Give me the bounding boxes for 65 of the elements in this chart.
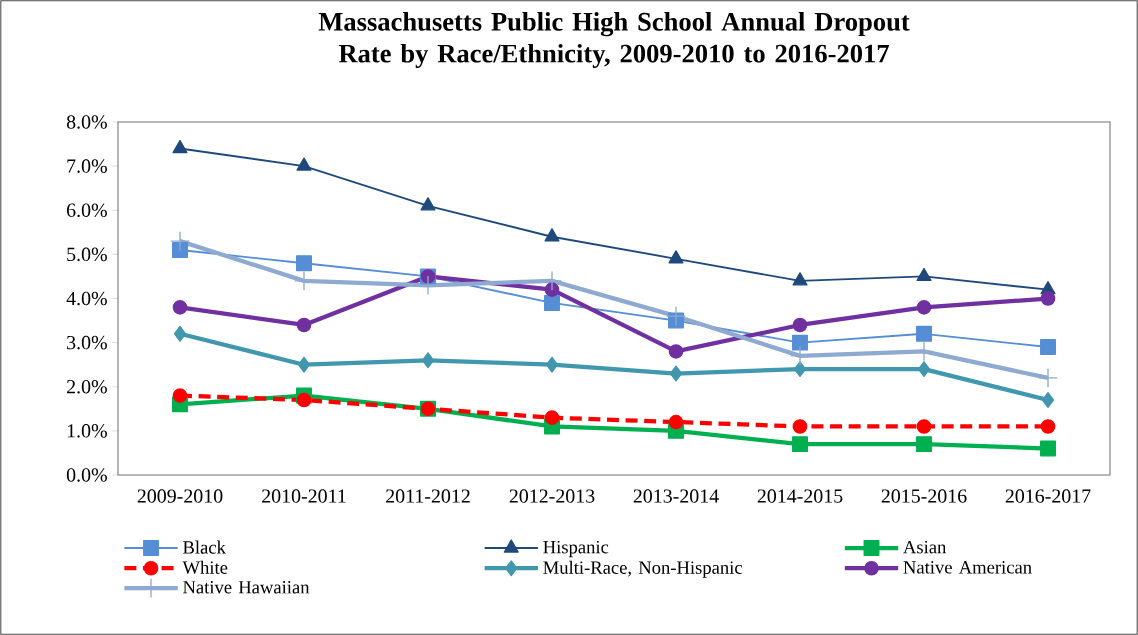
legend-label: White — [182, 560, 228, 574]
point — [666, 306, 686, 327]
point — [296, 392, 312, 408]
point — [172, 388, 188, 403]
point — [1038, 367, 1058, 388]
x-tick-label: 2010-2011 — [262, 489, 346, 503]
legend-label: Hispanic — [543, 540, 609, 558]
point — [545, 356, 559, 373]
point — [296, 317, 312, 333]
point — [1040, 291, 1056, 306]
legend-label: Black — [183, 540, 226, 554]
point — [172, 139, 188, 154]
point — [296, 255, 312, 272]
chart-title: Massachusetts Public High School Annual Dropout Rate by Race/Ethnicity, 2009-2010 to 2016-2017 — [318, 12, 910, 69]
point — [792, 272, 808, 286]
y-tick-label: 3.0% — [67, 335, 107, 350]
point — [173, 325, 187, 342]
point — [296, 157, 312, 171]
y-tick-label: 4.0% — [66, 291, 107, 306]
x-tick-label: 2012-2013 — [509, 489, 595, 503]
point — [1040, 440, 1056, 457]
point — [917, 361, 931, 378]
point — [1041, 392, 1055, 408]
point — [544, 228, 560, 242]
legend-label: Multi-Race, Non-Hispanic — [543, 560, 743, 578]
point — [916, 419, 932, 434]
point — [420, 197, 436, 211]
point — [916, 436, 932, 453]
point — [1040, 419, 1056, 434]
point — [669, 365, 683, 382]
y-tick-label: 7.0% — [67, 159, 107, 173]
point — [544, 410, 560, 425]
y-tick-label: 0.0% — [66, 468, 107, 482]
y-tick-label: 1.0% — [67, 424, 107, 438]
y-tick-label: 2.0% — [67, 379, 107, 394]
y-tick-label: 8.0% — [66, 115, 107, 129]
point — [792, 317, 808, 333]
x-tick-label: 2013-2014 — [633, 489, 719, 503]
point — [792, 436, 808, 453]
point — [421, 352, 435, 369]
point — [172, 300, 188, 315]
x-tick-label: 2009-2010 — [137, 489, 223, 503]
point — [1040, 339, 1056, 356]
point — [668, 344, 684, 359]
legend-label: Asian — [903, 540, 947, 554]
point — [916, 325, 932, 342]
x-tick-label: 2015-2016 — [881, 489, 967, 503]
point — [792, 334, 808, 351]
point — [418, 275, 438, 296]
point — [916, 300, 932, 315]
point — [792, 419, 808, 434]
x-tick-label: 2016-2017 — [1005, 489, 1091, 503]
point — [668, 414, 684, 430]
point — [170, 231, 190, 252]
x-tick-label: 2014-2015 — [757, 489, 843, 503]
point — [544, 294, 560, 311]
legend-label: Native American — [903, 561, 1032, 574]
point — [793, 361, 807, 378]
x-tick-label: 2011-2012 — [386, 489, 470, 503]
legend-label: Native Hawaiian — [183, 581, 310, 594]
point — [668, 250, 684, 264]
point — [297, 356, 311, 373]
y-tick-label: 6.0% — [66, 203, 107, 218]
point — [916, 267, 932, 282]
y-tick-label: 5.0% — [67, 247, 107, 262]
